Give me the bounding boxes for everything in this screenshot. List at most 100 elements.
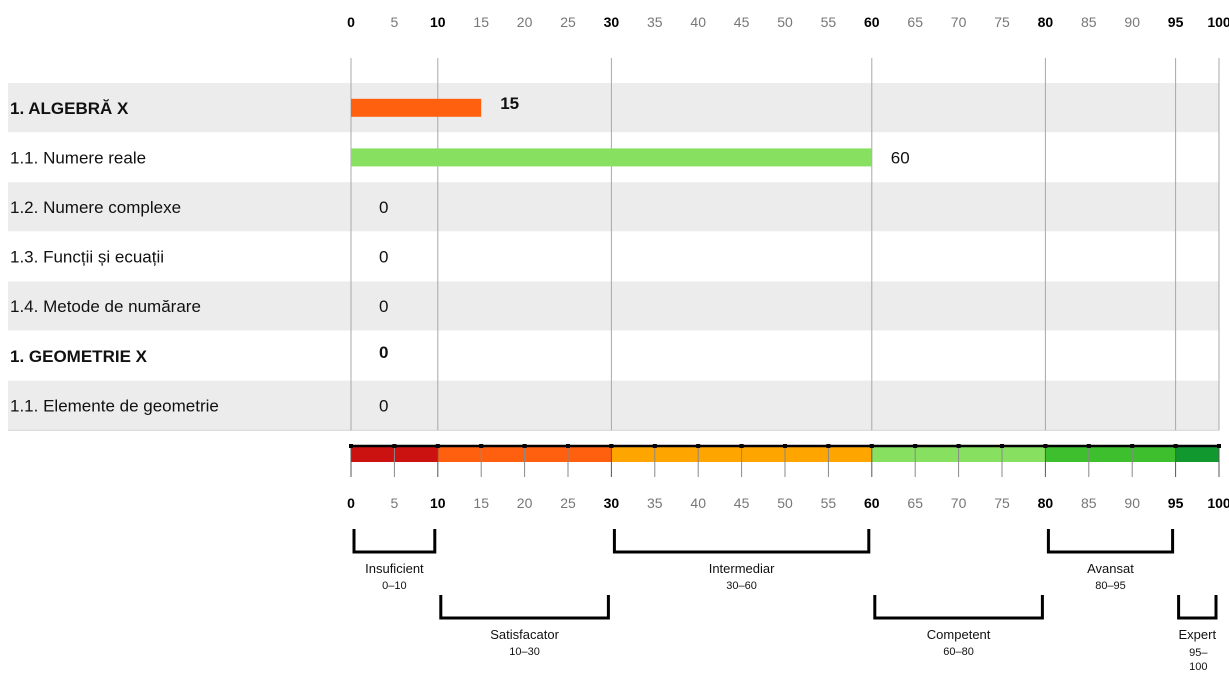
bottom-tick-label: 65 [907, 495, 923, 511]
level-name-label: Intermediar [709, 561, 775, 576]
row-background [8, 182, 1219, 232]
level-name-label: Satisfacator [490, 627, 559, 642]
bar-value-label: 0 [379, 396, 388, 415]
scale-tick-marker [522, 444, 527, 448]
top-tick-label: 80 [1038, 14, 1054, 30]
scale-tick-marker [1043, 444, 1048, 448]
scale-tick-marker [609, 444, 614, 448]
bottom-tick-label: 50 [777, 495, 793, 511]
top-tick-label: 50 [777, 14, 793, 30]
row-label: 1.1. Numere reale [10, 148, 146, 167]
bar-value-label: 0 [379, 297, 388, 316]
bottom-tick-label: 75 [994, 495, 1010, 511]
level-range-label: 80–95 [1095, 580, 1126, 592]
bottom-tick-label: 30 [604, 495, 620, 511]
top-tick-label: 65 [907, 14, 923, 30]
scale-tick-marker [956, 444, 961, 448]
top-tick-label: 95 [1168, 14, 1184, 30]
scale-tick-marker [826, 444, 831, 448]
row-background [8, 83, 1219, 133]
top-tick-label: 85 [1081, 14, 1097, 30]
level-bracket [352, 529, 437, 554]
row-background [8, 231, 1219, 282]
row-label: 1. GEOMETRIE X [10, 347, 148, 366]
scale-tick-marker [349, 444, 353, 448]
top-tick-label: 75 [994, 14, 1010, 30]
scale-tick-marker [1086, 444, 1091, 448]
top-tick-label: 70 [951, 14, 967, 30]
scale-tick-marker [652, 444, 657, 448]
bottom-tick-label: 40 [690, 495, 706, 511]
level-range-label: 30–60 [726, 580, 757, 592]
bar [351, 148, 872, 167]
bar-value-label: 60 [891, 148, 910, 167]
level-range-label: 60–80 [943, 646, 974, 658]
bottom-tick-label: 10 [430, 495, 446, 511]
row-label: 1. ALGEBRĂ X [10, 99, 129, 118]
level-range-label: 0–10 [382, 580, 406, 592]
scale-tick-marker [783, 444, 787, 448]
row-label: 1.2. Numere complexe [10, 198, 181, 217]
bottom-tick-label: 15 [473, 495, 489, 511]
scale-tick-marker [392, 444, 397, 448]
scale-tick-marker [1217, 444, 1221, 448]
scale-tick-marker [435, 444, 440, 448]
bar-value-label: 0 [379, 343, 388, 362]
bottom-tick-label: 25 [560, 495, 576, 511]
bottom-tick-label: 20 [517, 495, 533, 511]
row-background [8, 380, 1219, 431]
bar [351, 98, 482, 117]
level-name-label: Competent [927, 627, 991, 642]
top-tick-label: 0 [347, 14, 355, 30]
top-tick-label: 100 [1207, 14, 1229, 30]
scale-tick-marker [739, 444, 744, 448]
level-range-label: 95– [1189, 647, 1208, 659]
level-bracket [439, 595, 610, 620]
top-tick-label: 10 [430, 14, 446, 30]
top-tick-label: 55 [821, 14, 837, 30]
top-tick-label: 60 [864, 14, 880, 30]
level-name-label: Insuficient [365, 561, 424, 576]
top-tick-label: 30 [604, 14, 620, 30]
row-background [8, 281, 1219, 331]
level-bracket [1177, 595, 1218, 620]
row-background [8, 331, 1219, 381]
top-tick-label: 90 [1124, 14, 1140, 30]
scale-tick-marker [696, 444, 701, 448]
row-label: 1.1. Elemente de geometrie [10, 396, 219, 415]
top-tick-label: 40 [690, 14, 706, 30]
level-name-label: Avansat [1087, 561, 1134, 576]
bottom-tick-label: 100 [1207, 495, 1229, 511]
bottom-tick-label: 35 [647, 495, 663, 511]
bottom-tick-label: 70 [951, 495, 967, 511]
row-label: 1.4. Metode de numărare [10, 297, 201, 316]
top-tick-label: 25 [560, 14, 576, 30]
bar-value-label: 0 [379, 248, 388, 267]
bottom-tick-label: 5 [391, 495, 399, 511]
level-segment [1045, 446, 1176, 462]
top-tick-label: 15 [473, 14, 489, 30]
level-name-label: Expert [1179, 627, 1217, 642]
scale-tick-marker [479, 444, 484, 448]
row-label: 1.3. Funcții și ecuații [10, 248, 164, 267]
scale-tick-marker [1173, 444, 1178, 448]
bar-value-label: 15 [500, 94, 519, 113]
scale-tick-marker [1130, 444, 1135, 448]
level-bracket [873, 595, 1044, 620]
bottom-tick-label: 0 [347, 495, 355, 511]
top-tick-label: 5 [391, 14, 399, 30]
scale-tick-marker [566, 444, 570, 448]
level-range-label: 10–30 [509, 646, 540, 658]
top-tick-label: 35 [647, 14, 663, 30]
bottom-tick-label: 45 [734, 495, 750, 511]
bottom-tick-label: 85 [1081, 495, 1097, 511]
bottom-tick-label: 60 [864, 495, 880, 511]
scale-tick-marker [869, 444, 874, 448]
level-segment [1175, 446, 1219, 462]
level-bracket [612, 529, 871, 554]
scale-tick-marker [1000, 444, 1004, 448]
bottom-tick-label: 95 [1168, 495, 1184, 511]
level-range-label: 100 [1189, 661, 1207, 673]
top-tick-label: 45 [734, 14, 750, 30]
